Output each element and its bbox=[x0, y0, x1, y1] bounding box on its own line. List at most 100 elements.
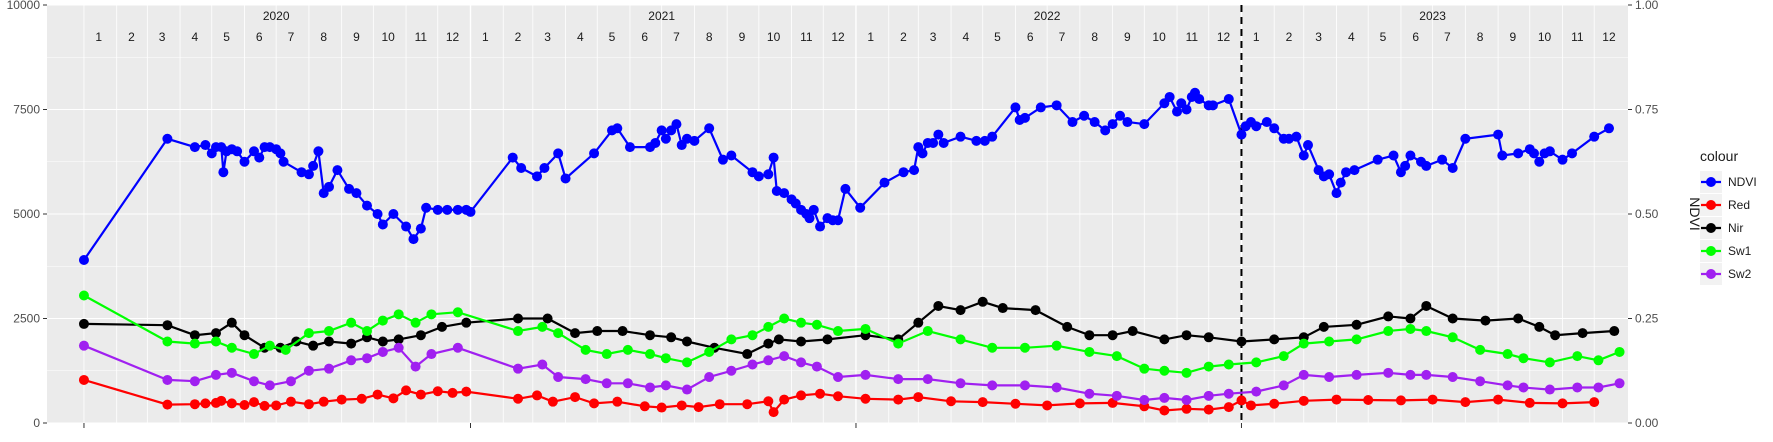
data-point bbox=[78, 290, 89, 301]
data-point bbox=[1437, 154, 1448, 165]
data-point bbox=[1278, 380, 1289, 391]
data-point bbox=[323, 363, 334, 374]
year-label: 2020 bbox=[263, 9, 290, 23]
year-label: 2022 bbox=[1034, 9, 1061, 23]
data-point bbox=[1019, 380, 1030, 391]
month-label: 11 bbox=[1571, 30, 1584, 44]
legend-item-red: Red bbox=[1700, 194, 1750, 216]
month-label: 5 bbox=[994, 30, 1001, 44]
data-point bbox=[893, 338, 904, 349]
data-point bbox=[1388, 150, 1399, 161]
data-point bbox=[645, 330, 656, 341]
data-point bbox=[1127, 326, 1138, 337]
data-point bbox=[589, 398, 600, 409]
year-label: 2023 bbox=[1419, 9, 1446, 23]
series-nir bbox=[78, 296, 1620, 360]
data-point bbox=[1447, 372, 1458, 383]
data-point bbox=[1074, 398, 1085, 409]
data-point bbox=[1115, 110, 1126, 121]
data-point bbox=[1421, 369, 1432, 380]
month-label: 8 bbox=[706, 30, 713, 44]
data-point bbox=[1062, 321, 1073, 332]
data-point bbox=[913, 392, 924, 403]
data-point bbox=[822, 334, 833, 345]
data-point bbox=[987, 380, 998, 391]
data-point bbox=[1245, 400, 1256, 411]
data-point bbox=[226, 342, 237, 353]
data-point bbox=[1251, 357, 1262, 368]
data-point bbox=[682, 384, 693, 395]
data-point bbox=[1475, 344, 1486, 355]
data-point bbox=[1236, 395, 1247, 406]
data-point bbox=[432, 386, 443, 397]
month-label: 2 bbox=[900, 30, 907, 44]
data-point bbox=[955, 378, 966, 389]
data-point bbox=[1223, 388, 1234, 399]
data-point bbox=[200, 140, 211, 151]
data-point bbox=[1405, 323, 1416, 334]
data-point bbox=[452, 204, 463, 215]
data-point bbox=[1181, 395, 1192, 406]
month-label: 1 bbox=[482, 30, 489, 44]
month-label: 4 bbox=[1348, 30, 1355, 44]
data-point bbox=[346, 355, 357, 366]
data-point bbox=[1251, 121, 1262, 132]
data-point bbox=[442, 204, 453, 215]
data-point bbox=[656, 402, 667, 413]
data-point bbox=[1550, 330, 1561, 341]
data-point bbox=[660, 133, 671, 144]
data-point bbox=[278, 156, 289, 167]
data-point bbox=[1351, 319, 1362, 330]
data-point bbox=[1051, 340, 1062, 351]
data-point bbox=[189, 399, 200, 410]
data-point bbox=[362, 200, 373, 211]
month-label: 9 bbox=[1510, 30, 1517, 44]
data-point bbox=[78, 254, 89, 265]
data-point bbox=[1524, 397, 1535, 408]
month-label: 8 bbox=[1477, 30, 1484, 44]
data-point bbox=[1324, 336, 1335, 347]
data-point bbox=[1557, 398, 1568, 409]
data-point bbox=[622, 344, 633, 355]
month-label: 1 bbox=[867, 30, 874, 44]
data-point bbox=[162, 336, 173, 347]
data-point bbox=[1051, 382, 1062, 393]
month-label: 7 bbox=[673, 30, 680, 44]
data-point bbox=[532, 390, 543, 401]
data-point bbox=[1203, 390, 1214, 401]
data-point bbox=[1513, 148, 1524, 159]
data-point bbox=[308, 340, 319, 351]
data-point bbox=[388, 209, 399, 219]
data-point bbox=[1139, 119, 1150, 130]
y-right-tick-label: 0.75 bbox=[1635, 103, 1659, 117]
data-point bbox=[507, 152, 518, 163]
month-label: 10 bbox=[1152, 30, 1166, 44]
legend-item-sw1: Sw1 bbox=[1700, 240, 1752, 262]
data-point bbox=[560, 173, 571, 184]
data-point bbox=[248, 376, 259, 387]
data-point bbox=[855, 202, 866, 213]
data-point bbox=[1324, 169, 1335, 180]
data-point bbox=[254, 152, 265, 163]
data-point bbox=[303, 399, 314, 410]
data-point bbox=[928, 137, 939, 148]
data-point bbox=[226, 367, 237, 378]
series-red bbox=[78, 374, 1600, 418]
data-point bbox=[1139, 363, 1150, 374]
data-point bbox=[1405, 150, 1416, 161]
data-point bbox=[1331, 394, 1342, 405]
data-point bbox=[656, 125, 667, 136]
data-point bbox=[372, 389, 383, 400]
data-point bbox=[796, 336, 807, 347]
data-point bbox=[162, 133, 173, 144]
month-label: 10 bbox=[767, 30, 781, 44]
data-point bbox=[833, 391, 844, 402]
data-point bbox=[742, 349, 753, 360]
data-point bbox=[1010, 102, 1021, 113]
data-point bbox=[1298, 369, 1309, 380]
data-point bbox=[938, 137, 949, 148]
legend-key-point bbox=[1706, 269, 1716, 279]
data-point bbox=[660, 353, 671, 364]
data-point bbox=[1051, 100, 1062, 111]
month-label: 9 bbox=[739, 30, 746, 44]
